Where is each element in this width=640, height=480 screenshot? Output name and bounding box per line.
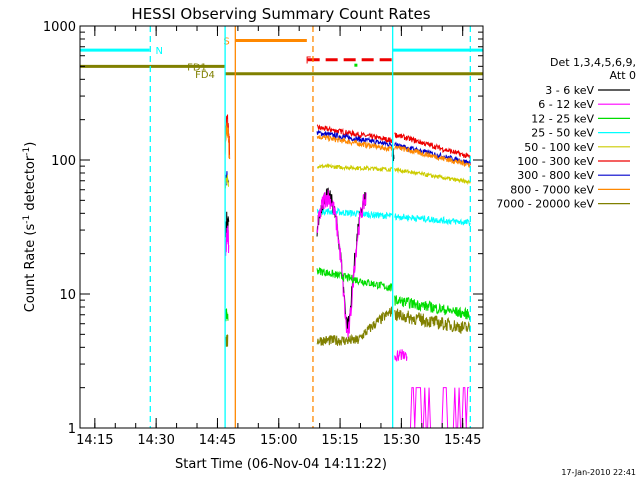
series-line-6-12keV <box>394 348 408 362</box>
series-line-800-7000keV <box>316 134 394 153</box>
flag-label-f: F <box>306 56 312 67</box>
legend-entry-label: 25 - 50 keV <box>531 127 594 140</box>
series-line-12-25keV <box>316 267 394 292</box>
plot-frame <box>79 25 484 429</box>
series-line-800-7000keV <box>224 122 231 160</box>
x-tick-label: 14:30 <box>137 433 174 448</box>
flag-green-dot <box>354 63 358 67</box>
legend-entry-label: 7000 - 20000 keV <box>496 198 594 211</box>
series-line-50-100keV <box>225 174 230 189</box>
series-line-50-100keV <box>316 162 394 173</box>
series-line-7000-20000keV <box>316 306 394 346</box>
y-tick-label: 10 <box>59 288 76 303</box>
x-tick-label: 15:00 <box>260 433 297 448</box>
series-line-100-300keV <box>316 124 394 144</box>
y-tick-label: 1 <box>68 422 76 437</box>
legend-entry-label: 800 - 7000 keV <box>510 183 594 196</box>
legend-title: Att 0 <box>610 69 636 82</box>
series-line-100-300keV <box>394 132 471 160</box>
series-line-6-12keV <box>316 189 367 339</box>
timestamp: 17-Jan-2010 22:41 <box>561 468 636 477</box>
x-tick-label: 15:45 <box>444 433 481 448</box>
x-tick-label: 14:45 <box>199 433 236 448</box>
y-axis-label: Count Rate (s-1 detector-1) <box>22 142 38 313</box>
legend-entry-label: 6 - 12 keV <box>538 98 594 111</box>
series-line-7000-20000keV <box>394 308 471 334</box>
legend-entry-label: 3 - 6 keV <box>545 84 594 97</box>
legend-entry-label: 100 - 300 keV <box>517 155 594 168</box>
flag-label-s: S <box>223 36 229 47</box>
chart-title: HESSI Observing Summary Count Rates <box>131 5 430 23</box>
legend-entry-label: 12 - 25 keV <box>531 112 594 125</box>
flag-label-n: N <box>155 46 162 57</box>
x-axis-label: Start Time (06-Nov-04 14:11:22) <box>175 457 387 472</box>
y-tick-label: 100 <box>51 154 76 169</box>
legend-title: Det 1,3,4,5,6,9, <box>550 56 636 69</box>
flag-label-fd4: FD4 <box>195 70 215 81</box>
x-tick-label: 14:15 <box>76 433 113 448</box>
series-line-25-50keV <box>394 213 471 227</box>
series-line-800-7000keV <box>394 144 471 169</box>
legend-entry-label: 50 - 100 keV <box>524 141 594 154</box>
vertical-lines-layer <box>149 26 471 428</box>
series-line-50-100keV <box>394 166 471 186</box>
series-line-12-25keV <box>394 295 471 321</box>
series-line-7000-20000keV <box>225 333 229 347</box>
axes-layer: 14:15 14:30 14:45 15:00 15:15 15:30 15:45 1 10 10… <box>43 20 483 448</box>
x-tick-label: 15:15 <box>321 433 358 448</box>
x-tick-label: 15:30 <box>383 433 420 448</box>
legend-entry-label: 300 - 800 keV <box>517 169 594 182</box>
y-tick-label: 1000 <box>43 20 76 35</box>
series-line-25-50keV <box>316 207 394 220</box>
flag-label-fd1: FD1 <box>187 62 207 73</box>
